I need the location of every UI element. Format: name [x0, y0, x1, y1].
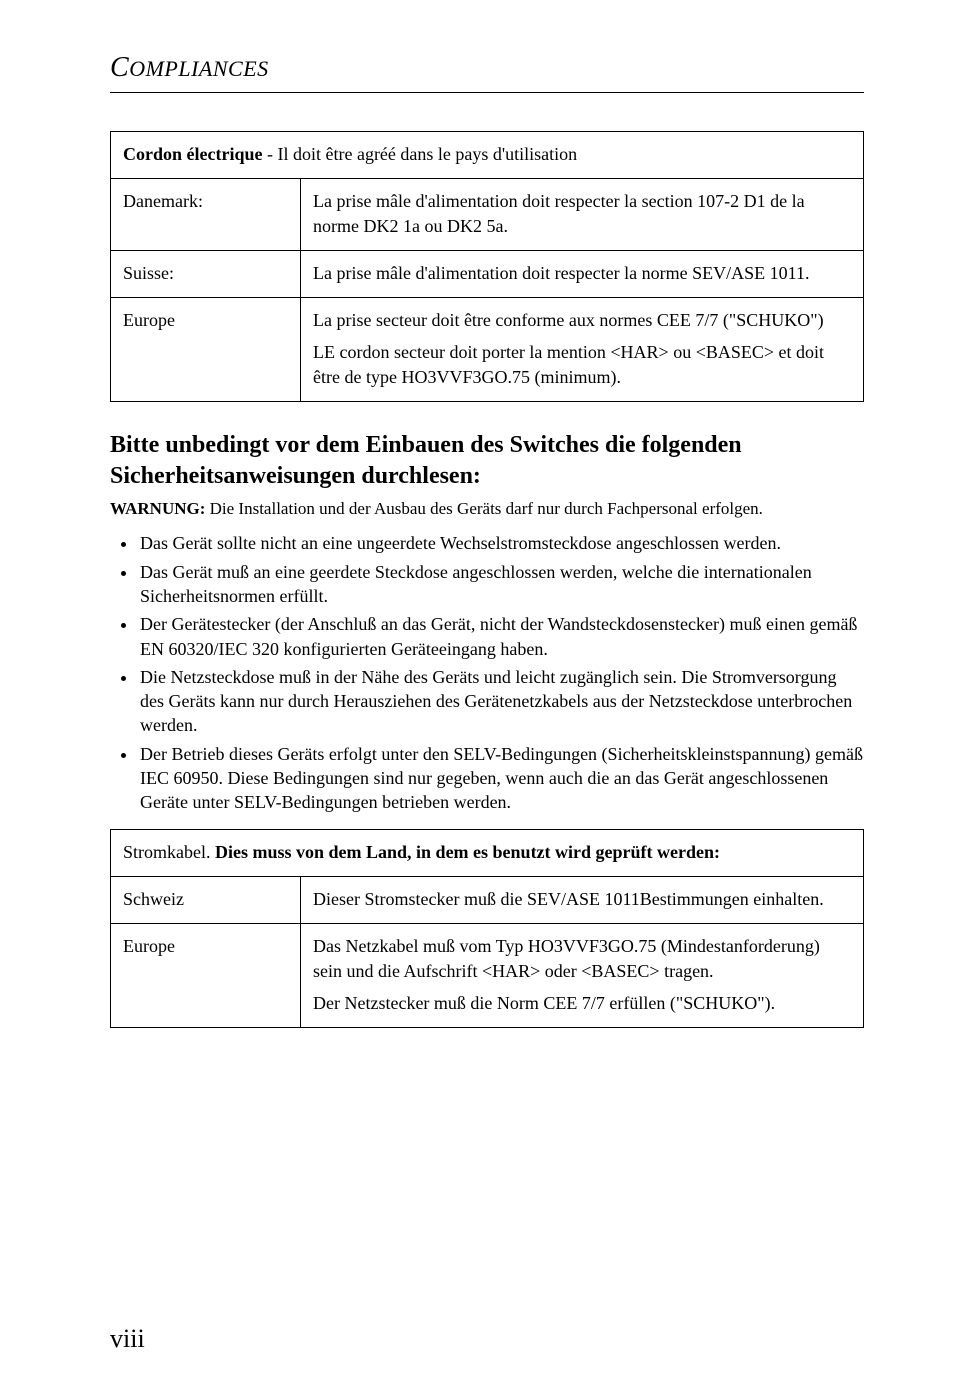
list-item: Das Gerät muß an eine geerdete Steckdose…	[138, 560, 864, 609]
list-item: Die Netzsteckdose muß in der Nähe des Ge…	[138, 665, 864, 738]
warnung-text: Die Installation und der Ausbau des Gerä…	[205, 499, 763, 518]
cordon-row-right-p2: LE cordon secteur doit porter la mention…	[313, 340, 851, 389]
stromkabel-caption-prefix: Stromkabel.	[123, 842, 215, 862]
stromkabel-row-left: Schweiz	[111, 876, 301, 923]
table-row: Danemark: La prise mâle d'alimentation d…	[111, 179, 864, 251]
cordon-caption-bold: Cordon électrique	[123, 144, 262, 164]
cordon-row-right-p1: La prise secteur doit être conforme aux …	[313, 308, 851, 332]
stromkabel-caption-bold: Dies muss von dem Land, in dem es benutz…	[215, 842, 720, 862]
cordon-row-right: La prise mâle d'alimentation doit respec…	[301, 250, 864, 297]
list-item: Der Betrieb dieses Geräts erfolgt unter …	[138, 742, 864, 815]
cordon-row-left: Europe	[111, 298, 301, 402]
running-head-text: OMPLIANCES	[129, 56, 268, 81]
list-item: Der Gerätestecker (der Anschluß an das G…	[138, 612, 864, 661]
cordon-row-left: Suisse:	[111, 250, 301, 297]
cordon-row-right: La prise secteur doit être conforme aux …	[301, 298, 864, 402]
running-head: COMPLIANCES	[110, 52, 864, 84]
stromkabel-row-right: Dieser Stromstecker muß die SEV/ASE 1011…	[301, 876, 864, 923]
stromkabel-table: Stromkabel. Dies muss von dem Land, in d…	[110, 829, 864, 1028]
stromkabel-caption: Stromkabel. Dies muss von dem Land, in d…	[111, 829, 864, 876]
stromkabel-row-right: Das Netzkabel muß vom Typ HO3VVF3GO.75 (…	[301, 924, 864, 1028]
cordon-caption: Cordon électrique - Il doit être agréé d…	[111, 132, 864, 179]
warnung-line: WARNUNG: Die Installation und der Ausbau…	[110, 498, 864, 521]
stromkabel-row-right-p2: Der Netzstecker muß die Norm CEE 7/7 erf…	[313, 991, 851, 1015]
section-heading: Bitte unbedingt vor dem Einbauen des Swi…	[110, 430, 864, 492]
cordon-row-left: Danemark:	[111, 179, 301, 251]
stromkabel-row-right-p1: Das Netzkabel muß vom Typ HO3VVF3GO.75 (…	[313, 934, 851, 983]
stromkabel-row-left: Europe	[111, 924, 301, 1028]
header-rule	[110, 92, 864, 93]
page-number: viii	[110, 1324, 145, 1354]
table-row: Suisse: La prise mâle d'alimentation doi…	[111, 250, 864, 297]
cordon-table: Cordon électrique - Il doit être agréé d…	[110, 131, 864, 402]
cordon-caption-rest: - Il doit être agréé dans le pays d'util…	[262, 144, 577, 164]
bullet-list: Das Gerät sollte nicht an eine ungeerdet…	[110, 531, 864, 814]
table-row: Schweiz Dieser Stromstecker muß die SEV/…	[111, 876, 864, 923]
warnung-label: WARNUNG:	[110, 499, 205, 518]
table-row: Europe Das Netzkabel muß vom Typ HO3VVF3…	[111, 924, 864, 1028]
cordon-row-right: La prise mâle d'alimentation doit respec…	[301, 179, 864, 251]
running-head-cap: C	[110, 52, 129, 83]
table-row: Europe La prise secteur doit être confor…	[111, 298, 864, 402]
list-item: Das Gerät sollte nicht an eine ungeerdet…	[138, 531, 864, 555]
